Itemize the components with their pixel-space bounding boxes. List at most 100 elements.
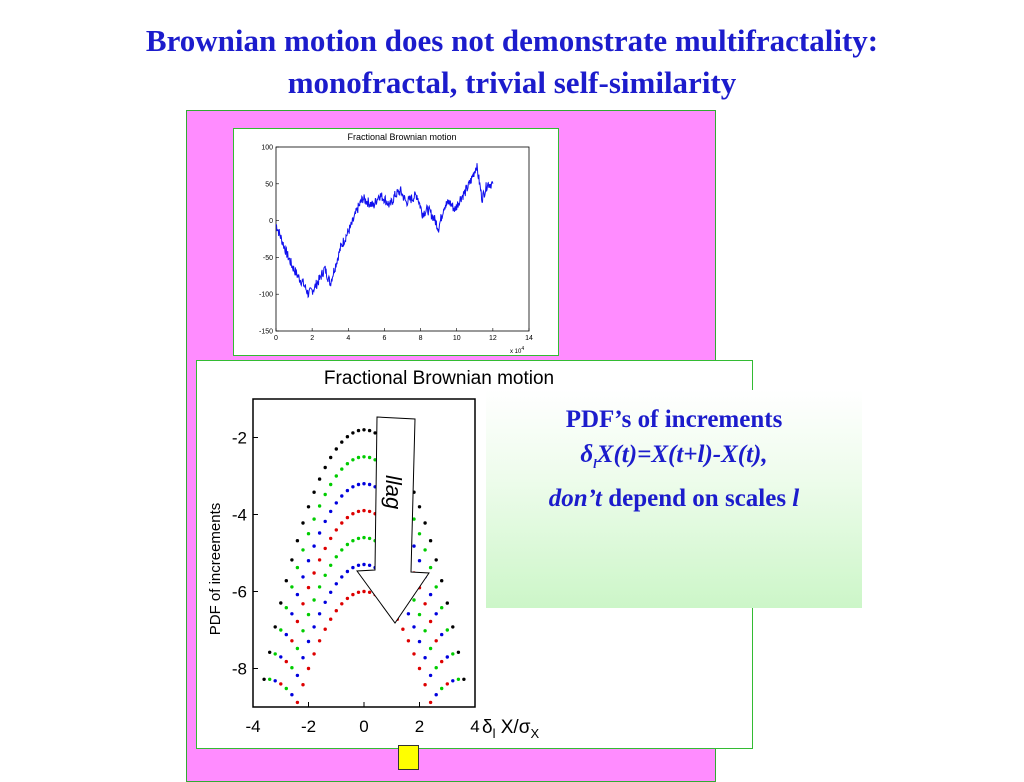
pdf-dot bbox=[412, 544, 416, 548]
pdf-dot bbox=[345, 542, 350, 547]
pdf-dot bbox=[329, 536, 333, 541]
pdf-dot bbox=[312, 571, 316, 575]
pdf-dot bbox=[295, 619, 300, 624]
pdf-dot bbox=[290, 639, 294, 643]
pdf-dot bbox=[401, 627, 405, 631]
chart1-x-tick-label: 12 bbox=[489, 335, 497, 342]
pdf-dot bbox=[434, 612, 438, 616]
pdf-dot bbox=[434, 639, 438, 643]
callout-line-2: δlX(t)=X(t+l)-X(t), bbox=[580, 441, 768, 471]
pdf-dot bbox=[323, 546, 327, 551]
pdf-dot bbox=[345, 435, 350, 439]
chart1-plot-frame bbox=[275, 146, 530, 332]
pdf-dot bbox=[334, 555, 338, 559]
pdf-dot bbox=[428, 619, 433, 624]
pdf-dot bbox=[334, 609, 338, 613]
pdf-dot bbox=[428, 646, 433, 651]
pdf-dot bbox=[279, 682, 283, 686]
pdf-dot bbox=[273, 625, 277, 629]
pdf-dot bbox=[356, 455, 361, 460]
pdf-dot bbox=[334, 474, 338, 478]
pdf-dot bbox=[284, 579, 288, 583]
chart1-x-multiplier: x 104 bbox=[510, 346, 524, 355]
pdf-dot bbox=[329, 617, 333, 621]
chart2-y-axis-label: PDF of increements bbox=[207, 503, 224, 636]
pdf-dot bbox=[345, 515, 350, 520]
pdf-dot bbox=[312, 490, 316, 494]
pdf-dot bbox=[356, 563, 361, 567]
pdf-dot bbox=[329, 455, 333, 460]
pdf-dot bbox=[412, 517, 416, 521]
callout-line-3: don’t depend on scales l bbox=[548, 485, 800, 512]
pdf-dot bbox=[373, 431, 377, 435]
pdf-dot bbox=[317, 558, 322, 562]
fbm-trace-chart: Fractional Brownian motion 0 2 4 6 8 10 12 14 10… bbox=[259, 132, 533, 355]
pdf-dot bbox=[306, 666, 311, 671]
pdf-dot bbox=[317, 585, 322, 589]
pdf-dot bbox=[290, 612, 294, 616]
pdf-dot bbox=[356, 536, 361, 541]
chart2-x-tick-label: -2 bbox=[301, 717, 316, 736]
pdf-dot bbox=[312, 652, 316, 656]
pdf-dot bbox=[323, 519, 327, 524]
pdf-dot bbox=[362, 589, 366, 594]
pdf-dot bbox=[351, 431, 355, 435]
pdf-dot bbox=[295, 592, 300, 597]
pdf-dot bbox=[306, 505, 311, 509]
pdf-dot bbox=[317, 612, 322, 616]
pdf-dot bbox=[334, 501, 338, 505]
pdf-dot bbox=[340, 548, 344, 552]
pdf-dot bbox=[423, 683, 427, 687]
fbm-trace-figure: Fractional Brownian motion 0 2 4 6 8 10 12 14 10… bbox=[233, 128, 559, 356]
pdf-dot bbox=[351, 485, 355, 489]
pdf-dot bbox=[340, 575, 344, 579]
pdf-dot bbox=[301, 683, 305, 687]
pdf-dot bbox=[340, 440, 344, 444]
pdf-dot bbox=[351, 592, 355, 597]
pdf-dot bbox=[356, 509, 361, 514]
pdf-dot bbox=[290, 693, 294, 697]
pdf-dot bbox=[440, 579, 444, 583]
pdf-dot bbox=[417, 612, 422, 617]
pdf-dot bbox=[301, 521, 305, 525]
chart1-y-tick-label: 50 bbox=[265, 181, 273, 188]
pdf-dot bbox=[351, 512, 355, 516]
pdf-dot bbox=[301, 629, 305, 633]
pdf-dot bbox=[334, 528, 338, 532]
pdf-dot bbox=[262, 677, 266, 681]
chart1-y-tick-label: 0 bbox=[269, 218, 273, 225]
chart2-x-tick-label: 4 bbox=[470, 717, 479, 736]
pdf-dot bbox=[345, 488, 350, 493]
pdf-dot bbox=[301, 575, 305, 579]
pdf-dot bbox=[268, 677, 272, 681]
pdf-dot bbox=[456, 677, 461, 681]
pdf-dot bbox=[284, 686, 288, 691]
pdf-dot bbox=[434, 666, 438, 670]
pdf-dot bbox=[445, 601, 449, 605]
pdf-dot bbox=[434, 693, 438, 697]
pdf-dot bbox=[284, 606, 288, 610]
chart1-y-tick-label: -50 bbox=[263, 255, 273, 262]
pdf-dot bbox=[362, 508, 366, 513]
pdf-dot bbox=[323, 600, 327, 604]
pdf-dot bbox=[284, 659, 288, 664]
yellow-marker bbox=[398, 745, 419, 770]
lag-arrow bbox=[356, 416, 430, 624]
pdf-dot bbox=[440, 632, 444, 637]
pdf-dot bbox=[317, 504, 322, 508]
chart1-x-tick-label: 8 bbox=[419, 335, 423, 342]
pdf-dot bbox=[301, 602, 305, 606]
pdf-dot bbox=[317, 531, 322, 535]
pdf-dot bbox=[367, 428, 372, 433]
pdf-dot bbox=[428, 673, 433, 678]
pdf-dot bbox=[362, 535, 366, 540]
pdf-dot bbox=[356, 428, 361, 433]
slide-title: Brownian motion does not demonstrate mul… bbox=[0, 20, 1024, 104]
pdf-dot bbox=[351, 539, 355, 543]
pdf-dot bbox=[367, 563, 372, 567]
pdf-dot bbox=[456, 650, 461, 654]
pdf-dot bbox=[351, 458, 355, 462]
pdf-dot bbox=[295, 565, 300, 570]
pdf-dot bbox=[317, 477, 322, 481]
pdf-dot bbox=[323, 492, 327, 497]
